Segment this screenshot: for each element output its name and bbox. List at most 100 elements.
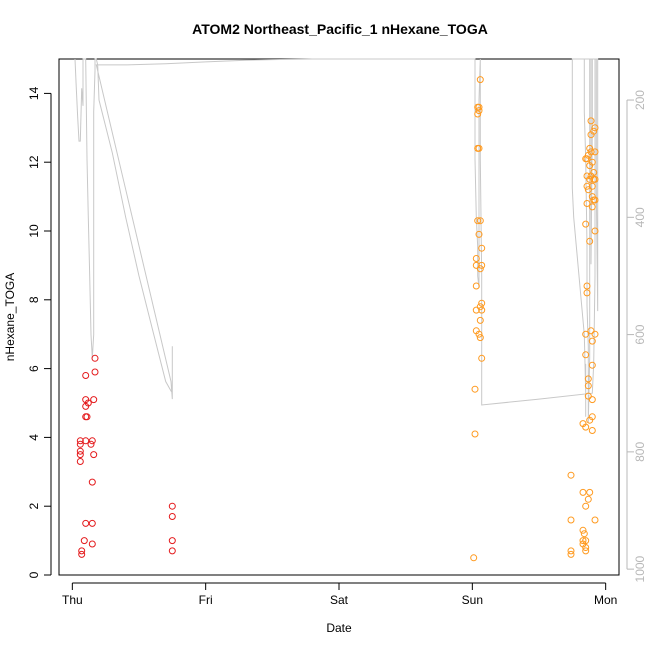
data-point-series-0 [90, 396, 98, 404]
data-point-series-1 [582, 220, 590, 228]
y-tick-label: 0 [27, 571, 41, 578]
data-point-series-1 [582, 351, 590, 359]
data-point-series-1 [471, 385, 479, 393]
data-point-series-0 [76, 437, 84, 445]
data-point-series-0 [90, 451, 98, 459]
data-point-series-1 [579, 526, 587, 534]
data-point-series-1 [582, 547, 590, 555]
x-tick-label: Mon [594, 593, 617, 607]
data-point-series-0 [91, 368, 99, 376]
x-tick-label: Fri [199, 593, 213, 607]
data-point-series-1 [478, 299, 486, 307]
data-point-series-1 [470, 554, 478, 562]
y2-tick-label: 400 [633, 207, 647, 227]
y-axis-label: nHexane_TOGA [3, 273, 17, 362]
data-point-series-1 [588, 158, 596, 166]
data-point-series-1 [583, 182, 591, 190]
data-point-series-1 [476, 217, 484, 225]
data-point-series-1 [591, 148, 599, 156]
data-point-series-0 [82, 437, 90, 445]
chart-title: ATOM2 Northeast_Pacific_1 nHexane_TOGA [192, 21, 488, 37]
data-point-series-1 [586, 175, 594, 183]
data-point-series-1 [584, 375, 592, 383]
data-point-series-0 [88, 478, 96, 486]
data-point-series-1 [587, 117, 595, 125]
data-point-series-1 [472, 255, 480, 262]
data-point-series-1 [591, 227, 599, 235]
data-point-series-1 [588, 182, 596, 190]
data-point-series-0 [76, 458, 84, 465]
data-point-series-0 [76, 451, 84, 459]
data-point-series-0 [82, 372, 90, 379]
data-point-series-1 [475, 330, 483, 338]
data-point-series-0 [168, 537, 176, 545]
y-tick-label: 4 [27, 434, 41, 441]
data-point-series-1 [476, 265, 484, 273]
data-point-series-0 [88, 540, 96, 548]
data-point-series-1 [475, 230, 483, 238]
data-point-series-1 [476, 76, 484, 84]
data-point-series-1 [583, 155, 591, 163]
altitude-track-line [74, 58, 599, 423]
data-point-series-1 [582, 423, 590, 431]
y2-tick-label: 800 [633, 442, 647, 462]
data-point-series-1 [478, 244, 486, 252]
y-axis: 0 2 4 6 8 10 12 14 [27, 86, 52, 578]
data-point-series-1 [474, 217, 482, 225]
y-tick-label: 12 [27, 155, 41, 169]
y2-tick-label: 600 [633, 324, 647, 344]
data-point-series-1 [478, 306, 486, 314]
data-point-series-1 [584, 392, 592, 400]
data-point-series-1 [588, 413, 596, 421]
data-point-series-1 [583, 282, 591, 290]
data-point-series-1 [588, 203, 596, 211]
data-point-series-0 [80, 537, 88, 545]
data-point-series-1 [584, 495, 592, 503]
y-tick-label: 8 [27, 296, 41, 303]
data-point-series-1 [579, 537, 587, 545]
data-point-series-0 [168, 547, 176, 555]
data-point-series-0 [168, 513, 176, 520]
data-point-series-1 [475, 144, 483, 152]
data-point-series-1 [472, 306, 480, 314]
data-point-series-1 [588, 396, 596, 404]
data-point-series-0 [83, 413, 91, 421]
data-point-series-0 [87, 440, 95, 448]
data-point-series-1 [591, 124, 599, 132]
data-point-series-1 [475, 107, 483, 115]
data-point-series-1 [583, 200, 591, 207]
data-point-series-1 [590, 169, 598, 176]
x-axis-label: Date [326, 621, 352, 635]
data-point-series-1 [582, 544, 590, 551]
y-tick-label: 10 [27, 224, 41, 238]
data-point-series-1 [579, 488, 587, 496]
data-point-series-0 [88, 519, 96, 527]
data-point-series-1 [478, 261, 486, 269]
data-point-series-1 [591, 516, 599, 524]
data-point-series-0 [84, 399, 92, 407]
data-point-series-1 [471, 430, 479, 438]
data-point-series-1 [472, 282, 480, 290]
data-point-series-1 [587, 148, 595, 156]
data-point-series-1 [582, 330, 590, 338]
data-point-series-1 [476, 316, 484, 324]
data-point-series-1 [591, 330, 599, 338]
data-point-series-0 [76, 440, 84, 448]
x-tick-label: Sat [330, 593, 349, 607]
data-point-series-0 [78, 550, 86, 558]
data-point-series-0 [91, 354, 99, 362]
x-tick-label: Sun [462, 593, 483, 607]
data-point-series-1 [591, 196, 599, 204]
plot-frame [58, 58, 620, 576]
x-tick-label: Thu [62, 593, 83, 607]
data-point-series-1 [586, 144, 594, 152]
data-point-series-1 [591, 175, 599, 183]
y-tick-label: 6 [27, 365, 41, 372]
data-point-series-1 [567, 547, 575, 555]
data-point-series-1 [582, 537, 590, 545]
y2-axis: 200 400 600 800 1000 [626, 90, 647, 582]
data-point-series-1 [586, 488, 594, 496]
data-point-series-1 [590, 127, 598, 135]
y2-tick-label: 200 [633, 90, 647, 110]
